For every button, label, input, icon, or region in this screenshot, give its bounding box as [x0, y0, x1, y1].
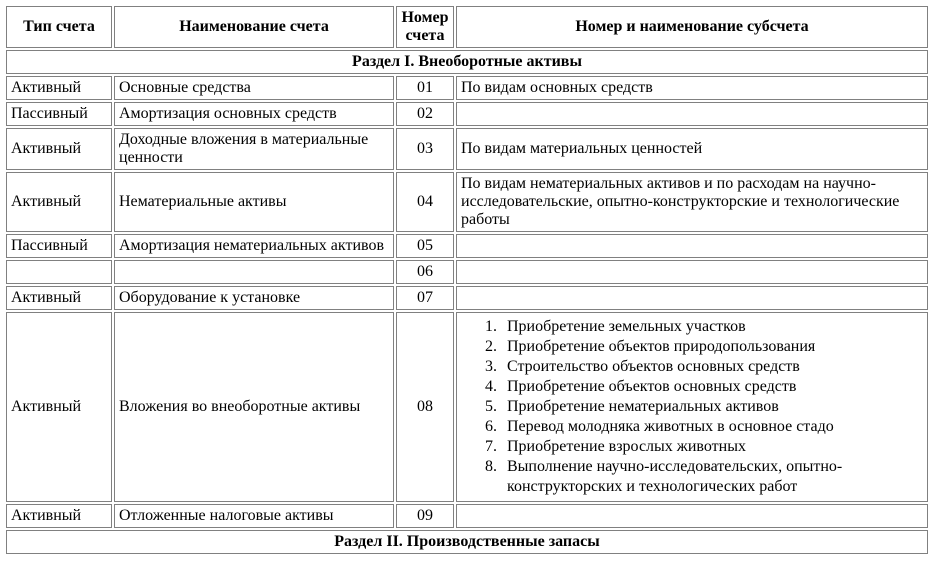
table-row: Активный Отложенные налоговые активы 09	[6, 504, 928, 528]
cell-name: Оборудование к установке	[114, 286, 394, 310]
table-row: 06	[6, 260, 928, 284]
list-item: Приобретение земельных участков	[501, 317, 923, 337]
table-row: Активный Доходные вложения в материальны…	[6, 128, 928, 170]
cell-type: Активный	[6, 76, 112, 100]
cell-num: 03	[396, 128, 454, 170]
cell-name: Нематериальные активы	[114, 172, 394, 232]
cell-sub: Приобретение земельных участков Приобрет…	[456, 312, 928, 502]
list-item: Строительство объектов основных средств	[501, 357, 923, 377]
cell-name: Амортизация основных средств	[114, 102, 394, 126]
cell-sub: По видам основных средств	[456, 76, 928, 100]
cell-sub	[456, 234, 928, 258]
cell-type: Активный	[6, 286, 112, 310]
cell-num: 01	[396, 76, 454, 100]
table-row: Пассивный Амортизация основных средств 0…	[6, 102, 928, 126]
cell-sub	[456, 102, 928, 126]
cell-sub	[456, 286, 928, 310]
table-row: Активный Вложения во внеоборотные активы…	[6, 312, 928, 502]
cell-type: Активный	[6, 312, 112, 502]
section-title: Раздел II. Производственные запасы	[6, 530, 928, 554]
list-item: Приобретение объектов основных средств	[501, 377, 923, 397]
subaccounts-list: Приобретение земельных участков Приобрет…	[461, 317, 923, 497]
list-item: Перевод молодняка животных в основное ст…	[501, 417, 923, 437]
section-row: Раздел I. Внеоборотные активы	[6, 50, 928, 74]
cell-num: 08	[396, 312, 454, 502]
cell-type	[6, 260, 112, 284]
cell-type: Пассивный	[6, 102, 112, 126]
cell-name: Отложенные налоговые активы	[114, 504, 394, 528]
cell-name: Вложения во внеоборотные активы	[114, 312, 394, 502]
list-item: Выполнение научно-исследовательских, опы…	[501, 457, 923, 497]
section-row: Раздел II. Производственные запасы	[6, 530, 928, 554]
cell-name: Амортизация нематериальных активов	[114, 234, 394, 258]
cell-sub	[456, 504, 928, 528]
cell-sub: По видам нематериальных активов и по рас…	[456, 172, 928, 232]
cell-num: 09	[396, 504, 454, 528]
table-row: Активный Оборудование к установке 07	[6, 286, 928, 310]
cell-num: 04	[396, 172, 454, 232]
header-sub: Номер и наименование субсчета	[456, 6, 928, 48]
list-item: Приобретение нематериальных активов	[501, 397, 923, 417]
cell-type: Пассивный	[6, 234, 112, 258]
table-row: Активный Основные средства 01 По видам о…	[6, 76, 928, 100]
header-name: Наименование счета	[114, 6, 394, 48]
cell-type: Активный	[6, 128, 112, 170]
cell-name	[114, 260, 394, 284]
section-title: Раздел I. Внеоборотные активы	[6, 50, 928, 74]
table-row: Активный Нематериальные активы 04 По вид…	[6, 172, 928, 232]
header-num: Номер счета	[396, 6, 454, 48]
accounts-table: Тип счета Наименование счета Номер счета…	[4, 4, 930, 556]
cell-type: Активный	[6, 504, 112, 528]
cell-type: Активный	[6, 172, 112, 232]
cell-name: Доходные вложения в материальные ценност…	[114, 128, 394, 170]
cell-sub	[456, 260, 928, 284]
header-row: Тип счета Наименование счета Номер счета…	[6, 6, 928, 48]
header-type: Тип счета	[6, 6, 112, 48]
cell-num: 02	[396, 102, 454, 126]
table-row: Пассивный Амортизация нематериальных акт…	[6, 234, 928, 258]
list-item: Приобретение объектов природопользования	[501, 337, 923, 357]
cell-num: 06	[396, 260, 454, 284]
cell-name: Основные средства	[114, 76, 394, 100]
cell-num: 07	[396, 286, 454, 310]
cell-num: 05	[396, 234, 454, 258]
list-item: Приобретение взрослых животных	[501, 437, 923, 457]
cell-sub: По видам материальных ценностей	[456, 128, 928, 170]
